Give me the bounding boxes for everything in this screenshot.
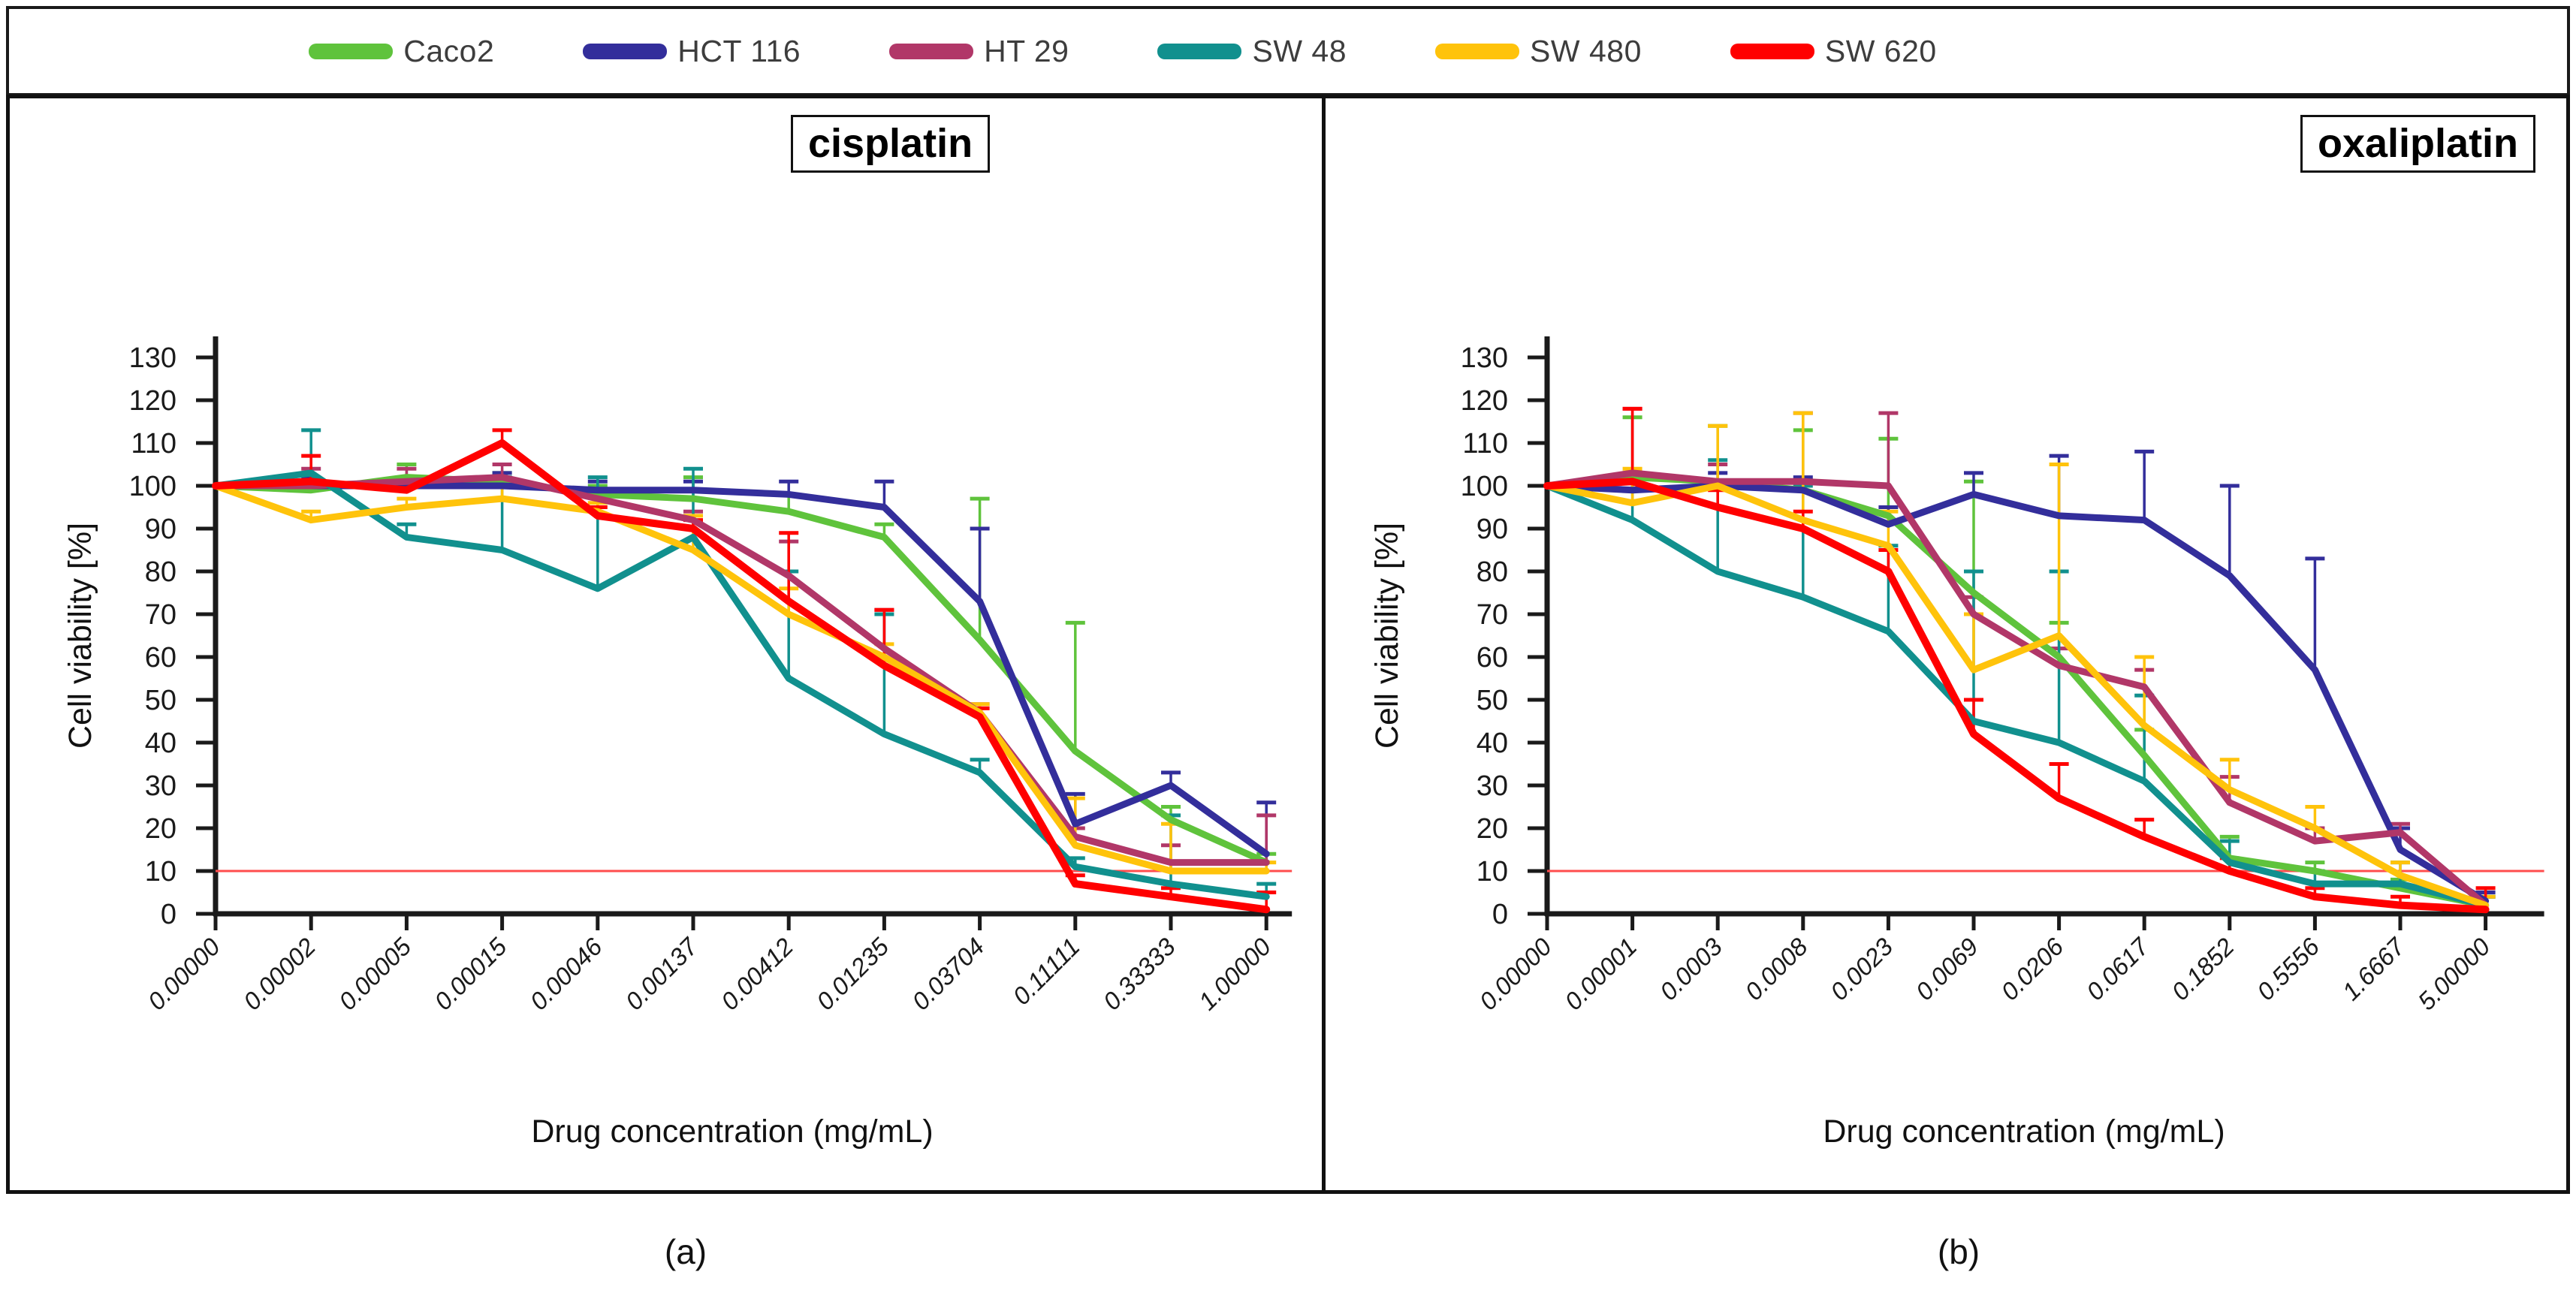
x-tick-label: 0.11111	[1007, 933, 1085, 1011]
series-line-ht-29	[1543, 469, 2490, 909]
legend-swatch-sw-48	[1157, 43, 1242, 59]
x-tick-label: 0.0617	[2081, 932, 2155, 1006]
x-tick-label: 0.33333	[1097, 932, 1181, 1015]
y-tick-label: 90	[1477, 514, 1508, 545]
legend-item-hct-116: HCT 116	[583, 34, 801, 69]
panel-cisplatin: 0 10 20 30 40 50 60 70 80 90 100 110 120 130 0.00000 0.…	[10, 98, 1322, 1190]
y-tick-label: 110	[1462, 428, 1508, 460]
y-axis: 0 10 20 30 40 50 60 70 80 90 100 110 120 130	[129, 336, 219, 930]
legend-label: HT 29	[984, 33, 1069, 68]
series-line-ht-29	[212, 474, 1270, 867]
y-tick-label: 0	[161, 899, 176, 930]
x-tick-label: 0.00015	[429, 932, 512, 1015]
oxaliplatin-title-box: oxaliplatin	[2300, 115, 2536, 173]
y-tick-label: 120	[129, 385, 176, 417]
panel-letter-b: (b)	[1937, 1232, 1980, 1271]
y-tick-label: 100	[129, 471, 176, 502]
x-axis-title: Drug concentration (mg/mL)	[1823, 1114, 2225, 1150]
series-line-sw-480	[212, 482, 1270, 875]
y-tick-label: 60	[1477, 642, 1508, 674]
y-tick-label: 100	[1461, 471, 1508, 502]
x-tick-label: 0.5556	[2252, 932, 2325, 1005]
x-tick-label: 0.01235	[811, 932, 894, 1015]
x-tick-label: 0.00000	[1474, 932, 1557, 1015]
y-tick-label: 80	[1477, 556, 1508, 588]
legend-label: SW 480	[1530, 33, 1642, 68]
series-line-sw-48	[1543, 482, 2490, 909]
y-tick-label: 40	[145, 728, 176, 759]
x-axis: 0.00000 0.00002 0.00005 0.00015 0.00046 0.001…	[142, 911, 1293, 1016]
y-tick-label: 30	[145, 770, 176, 802]
x-tick-label: 0.0008	[1739, 932, 1813, 1005]
series-line-sw-480	[1543, 482, 2490, 909]
x-tick-label: 1.00000	[1193, 932, 1277, 1015]
y-tick-label: 70	[1477, 599, 1508, 631]
x-tick-label: 0.00001	[1559, 933, 1642, 1016]
chart-panels: 0 10 20 30 40 50 60 70 80 90 100 110 120 130 0.00000 0.…	[6, 95, 2570, 1194]
series-line-sw-620	[212, 439, 1271, 914]
x-tick-label: 0.1852	[2166, 933, 2240, 1006]
legend-item-sw-480: SW 480	[1435, 34, 1642, 69]
y-tick-label: 50	[1477, 685, 1508, 716]
x-tick-label: 0.03704	[906, 933, 990, 1016]
x-tick-label: 0.00000	[142, 932, 225, 1015]
legend-item-caco2: Caco2	[309, 34, 494, 69]
series-line-sw-620	[1543, 478, 2490, 914]
y-tick-label: 130	[1461, 342, 1508, 374]
x-tick-label: 1.6667	[2336, 932, 2411, 1006]
y-tick-label: 30	[1477, 770, 1508, 802]
figure-legend: Caco2 HCT 116 HT 29 SW 48 SW 480 SW 620	[6, 6, 2570, 96]
y-tick-label: 80	[145, 556, 176, 588]
y-tick-label: 10	[145, 856, 176, 888]
panel-oxaliplatin: 0 10 20 30 40 50 60 70 80 90 100 110 120 130 0.00000 0.…	[1322, 98, 2566, 1190]
x-tick-label: 0.00002	[238, 933, 321, 1016]
series-line-caco2	[212, 474, 1270, 867]
y-tick-label: 10	[1477, 856, 1508, 888]
x-tick-label: 5.00000	[2412, 932, 2496, 1015]
y-axis: 0 10 20 30 40 50 60 70 80 90 100 110 120 130	[1461, 336, 1550, 930]
legend-swatch-caco2	[309, 43, 394, 59]
y-tick-label: 20	[1477, 813, 1508, 845]
legend-label: SW 620	[1824, 33, 1937, 68]
y-axis-title: Cell viability [%]	[1369, 523, 1405, 749]
legend-item-sw-48: SW 48	[1157, 34, 1347, 69]
y-tick-label: 130	[129, 342, 176, 374]
x-axis: 0.00000 0.00001 0.0003 0.0008 0.0023 0.0069 0.…	[1474, 911, 2544, 1016]
series-line-sw-48	[212, 469, 1270, 900]
y-tick-label: 40	[1477, 728, 1508, 759]
y-tick-label: 60	[145, 642, 176, 674]
legend-swatch-hct-116	[583, 43, 668, 59]
legend-label: SW 48	[1252, 33, 1347, 68]
y-tick-label: 90	[145, 514, 176, 545]
y-axis-title: Cell viability [%]	[62, 523, 98, 749]
legend-swatch-sw-620	[1730, 43, 1814, 59]
y-tick-label: 120	[1461, 385, 1508, 417]
legend-item-ht-29: HT 29	[889, 34, 1069, 69]
x-tick-label: 0.00412	[716, 933, 799, 1016]
x-axis-title: Drug concentration (mg/mL)	[531, 1114, 933, 1150]
legend-item-sw-620: SW 620	[1730, 34, 1937, 69]
y-tick-label: 20	[145, 813, 176, 845]
cisplatin-title-box: cisplatin	[791, 115, 991, 173]
x-tick-label: 0.00046	[524, 932, 608, 1015]
x-tick-label: 0.0206	[1995, 932, 2069, 1005]
y-tick-label: 50	[145, 685, 176, 716]
x-tick-label: 0.00005	[333, 932, 417, 1015]
y-tick-label: 110	[131, 428, 176, 460]
panel-letter-a: (a)	[664, 1232, 707, 1271]
x-tick-label: 0.0003	[1654, 932, 1728, 1005]
legend-swatch-sw-480	[1435, 43, 1520, 59]
x-tick-label: 0.00137	[620, 932, 704, 1016]
legend-label: Caco2	[403, 33, 495, 68]
x-tick-label: 0.0069	[1910, 933, 1983, 1006]
x-tick-label: 0.0023	[1825, 932, 1899, 1005]
y-tick-label: 0	[1492, 899, 1508, 930]
legend-swatch-ht-29	[889, 43, 974, 59]
legend-label: HCT 116	[677, 33, 801, 68]
y-tick-label: 70	[145, 599, 176, 631]
series-line-hct-116	[212, 482, 1270, 857]
